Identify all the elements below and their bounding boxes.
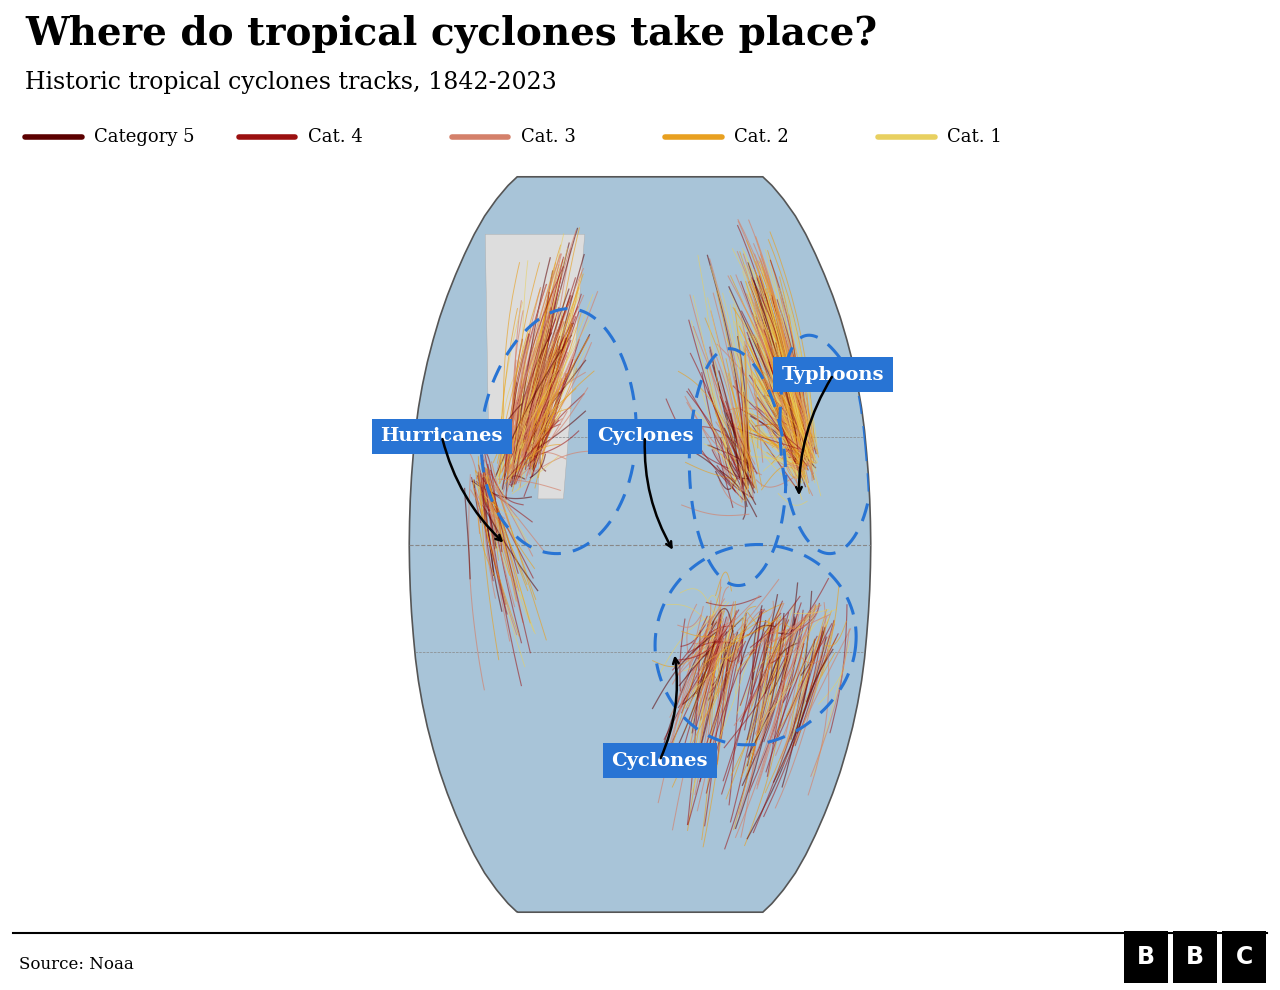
Bar bbox=[1124, 932, 1169, 983]
Text: Cat. 4: Cat. 4 bbox=[307, 128, 362, 147]
PathPatch shape bbox=[410, 177, 870, 912]
Text: B: B bbox=[1187, 945, 1204, 969]
Text: Hurricanes: Hurricanes bbox=[380, 428, 503, 446]
Text: Where do tropical cyclones take place?: Where do tropical cyclones take place? bbox=[26, 15, 878, 53]
Text: Cat. 2: Cat. 2 bbox=[735, 128, 788, 147]
Text: Cyclones: Cyclones bbox=[612, 751, 708, 769]
Text: Historic tropical cyclones tracks, 1842-2023: Historic tropical cyclones tracks, 1842-… bbox=[26, 71, 557, 94]
Text: Cat. 3: Cat. 3 bbox=[521, 128, 576, 147]
Text: Cyclones: Cyclones bbox=[596, 428, 694, 446]
Text: Typhoons: Typhoons bbox=[782, 365, 884, 383]
Bar bbox=[1222, 932, 1266, 983]
Text: Cat. 1: Cat. 1 bbox=[947, 128, 1002, 147]
Text: B: B bbox=[1137, 945, 1155, 969]
Text: C: C bbox=[1235, 945, 1253, 969]
Text: Source: Noaa: Source: Noaa bbox=[19, 955, 134, 973]
Text: Category 5: Category 5 bbox=[95, 128, 195, 147]
Polygon shape bbox=[485, 235, 585, 499]
Bar bbox=[1172, 932, 1217, 983]
